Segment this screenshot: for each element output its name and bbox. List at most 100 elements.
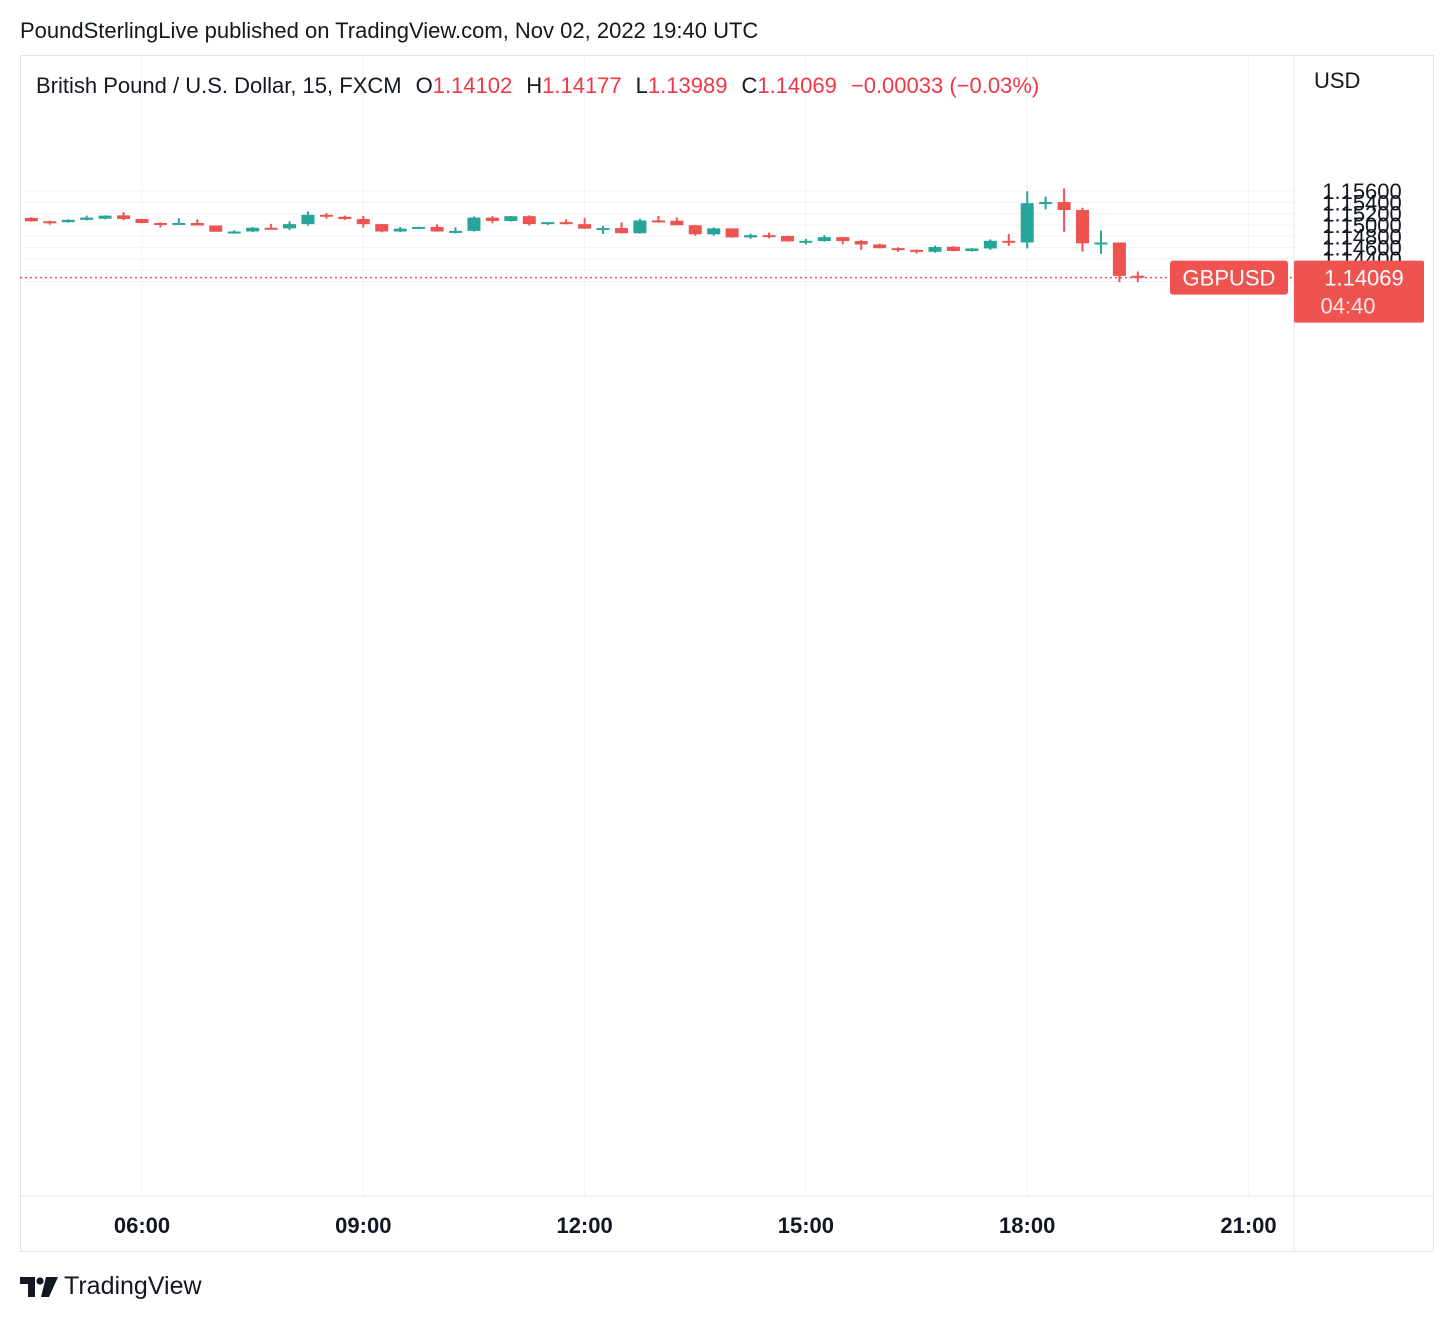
tradingview-logo-icon xyxy=(20,1276,58,1297)
candle-body xyxy=(153,222,167,225)
candle-body xyxy=(762,235,776,238)
price-tick-label: 1.15000 xyxy=(1322,213,1402,238)
candle[interactable] xyxy=(1020,191,1034,249)
candle-body xyxy=(1131,275,1145,278)
candle[interactable] xyxy=(983,239,997,250)
candle[interactable] xyxy=(301,211,315,226)
candle-body xyxy=(854,241,868,245)
candle[interactable] xyxy=(338,215,352,220)
high-label: H xyxy=(526,73,543,98)
candle[interactable] xyxy=(633,218,647,234)
candle-body xyxy=(190,222,204,226)
candle[interactable] xyxy=(559,219,573,225)
candle[interactable] xyxy=(1076,207,1090,252)
candle[interactable] xyxy=(393,226,407,233)
candle[interactable] xyxy=(928,245,942,253)
candle-body xyxy=(744,235,758,238)
candle-body xyxy=(873,244,887,249)
candle[interactable] xyxy=(891,247,905,252)
candle[interactable] xyxy=(227,230,241,234)
candle[interactable] xyxy=(965,248,979,252)
candle[interactable] xyxy=(283,221,297,231)
candle[interactable] xyxy=(246,226,260,233)
candle[interactable] xyxy=(725,228,739,238)
candle-body xyxy=(1112,242,1126,276)
candle[interactable] xyxy=(43,220,57,225)
candle-body xyxy=(541,222,555,225)
candle[interactable] xyxy=(485,216,499,224)
candle[interactable] xyxy=(670,217,684,226)
candle[interactable] xyxy=(596,225,610,235)
candle[interactable] xyxy=(61,219,75,223)
candle-body xyxy=(1002,240,1016,243)
candle[interactable] xyxy=(799,238,813,245)
candle[interactable] xyxy=(854,239,868,250)
candle[interactable] xyxy=(467,216,481,232)
price-tick-label: 1.15400 xyxy=(1322,190,1402,215)
candle-body xyxy=(24,217,38,222)
time-axis[interactable]: 06:00 09:00 12:00 15:00 18:00 21:00 xyxy=(114,1213,1277,1238)
candle-body xyxy=(338,216,352,220)
candle[interactable] xyxy=(356,215,370,228)
time-tick-label: 06:00 xyxy=(114,1213,170,1238)
candle-body xyxy=(817,237,831,242)
candle[interactable] xyxy=(98,215,112,220)
candle[interactable] xyxy=(504,215,518,222)
candle[interactable] xyxy=(412,226,426,229)
candle[interactable] xyxy=(873,243,887,249)
candle[interactable] xyxy=(1094,230,1108,254)
price-axis[interactable]: 1.156001.154001.152001.150001.148001.146… xyxy=(1314,68,1402,295)
candle[interactable] xyxy=(614,222,628,234)
candle[interactable] xyxy=(910,249,924,254)
candle-body xyxy=(43,221,57,224)
candle[interactable] xyxy=(24,217,38,222)
candle[interactable] xyxy=(319,213,333,219)
candle[interactable] xyxy=(117,212,131,221)
candle[interactable] xyxy=(449,227,463,234)
time-tick-label: 12:00 xyxy=(556,1213,612,1238)
candle[interactable] xyxy=(541,222,555,225)
candle[interactable] xyxy=(780,235,794,242)
last-price-badge xyxy=(1294,260,1424,323)
candle-body xyxy=(356,219,370,225)
candle[interactable] xyxy=(153,222,167,228)
candle[interactable] xyxy=(578,218,592,229)
candle-body xyxy=(983,240,997,249)
candle-body xyxy=(891,248,905,251)
candle[interactable] xyxy=(651,215,665,223)
candle[interactable] xyxy=(762,232,776,239)
candle-body xyxy=(559,222,573,225)
candle[interactable] xyxy=(744,233,758,239)
last-price-badges: GBPUSD 1.14069 04:40 xyxy=(1170,260,1424,323)
candle[interactable] xyxy=(688,224,702,236)
candle[interactable] xyxy=(1112,242,1126,283)
candle[interactable] xyxy=(522,215,536,226)
candle[interactable] xyxy=(1039,196,1053,210)
candle[interactable] xyxy=(430,224,444,232)
candle[interactable] xyxy=(836,237,850,245)
candle[interactable] xyxy=(1057,188,1071,232)
candle[interactable] xyxy=(375,224,389,233)
candle[interactable] xyxy=(946,246,960,252)
candle[interactable] xyxy=(190,219,204,226)
bar-countdown: 04:40 xyxy=(1320,294,1375,319)
candle-body xyxy=(246,227,260,232)
candle-body xyxy=(301,214,315,225)
candle[interactable] xyxy=(264,223,278,230)
candle[interactable] xyxy=(1002,234,1016,246)
candle[interactable] xyxy=(135,219,149,224)
candle[interactable] xyxy=(1131,271,1145,283)
time-tick-label: 21:00 xyxy=(1220,1213,1276,1238)
candle-body xyxy=(1094,242,1108,245)
candle[interactable] xyxy=(707,227,721,236)
candle-body xyxy=(965,248,979,251)
price-tick-label: 1.15600 xyxy=(1322,179,1402,204)
candle-body xyxy=(283,224,297,229)
candle[interactable] xyxy=(80,215,94,221)
candle[interactable] xyxy=(172,218,186,225)
footer: TradingView xyxy=(20,1272,202,1301)
candle[interactable] xyxy=(209,225,223,232)
candle-body xyxy=(596,228,610,231)
candle[interactable] xyxy=(817,235,831,242)
